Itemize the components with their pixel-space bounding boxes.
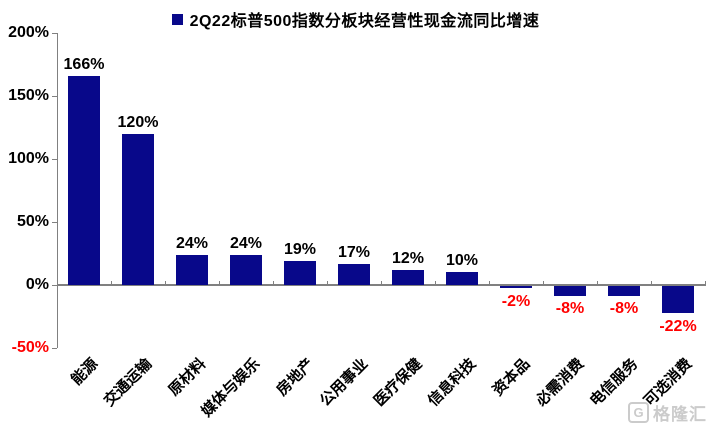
- x-tick: [381, 281, 382, 286]
- y-tick: [52, 222, 57, 223]
- y-tick: [52, 348, 57, 349]
- bar-value-label: -22%: [659, 317, 697, 335]
- bar: [662, 285, 694, 314]
- x-tick: [219, 281, 220, 286]
- gelonghui-logo-icon: G: [628, 402, 649, 423]
- y-tick-label: 200%: [8, 24, 49, 41]
- bar-value-label: -8%: [609, 300, 639, 318]
- bar: [284, 261, 316, 285]
- bar-value-label: 10%: [445, 252, 479, 270]
- bar: [68, 75, 100, 285]
- y-tick: [52, 96, 57, 97]
- x-tick: [273, 281, 274, 286]
- x-tick: [543, 281, 544, 286]
- bar: [500, 285, 532, 289]
- bar: [230, 254, 262, 285]
- bar-value-label: 12%: [391, 249, 425, 267]
- x-tick: [651, 281, 652, 286]
- bar-value-label: -8%: [555, 300, 585, 318]
- x-tick: [435, 281, 436, 286]
- x-tick: [705, 281, 706, 286]
- bar-value-label: 17%: [337, 243, 371, 261]
- y-tick: [52, 159, 57, 160]
- y-tick: [52, 285, 57, 286]
- y-tick-label: -50%: [11, 339, 49, 356]
- x-tick: [57, 281, 58, 286]
- x-tick: [327, 281, 328, 286]
- y-axis-line: [57, 33, 58, 348]
- y-tick: [52, 33, 57, 34]
- x-tick: [597, 281, 598, 286]
- bar: [554, 285, 586, 296]
- y-tick-label: 0%: [25, 276, 49, 293]
- x-tick: [489, 281, 490, 286]
- bar-value-label: 166%: [63, 55, 105, 73]
- bar: [446, 272, 478, 285]
- watermark: G 格隆汇: [628, 400, 707, 425]
- x-tick: [111, 281, 112, 286]
- x-tick: [165, 281, 166, 286]
- y-tick-label: 50%: [16, 213, 49, 230]
- bar: [608, 285, 640, 296]
- legend-marker-icon: [171, 13, 183, 25]
- bar: [338, 263, 370, 285]
- bar: [176, 254, 208, 285]
- y-tick-label: 150%: [8, 87, 49, 104]
- bar-value-label: 24%: [229, 234, 263, 252]
- bar-value-label: 24%: [175, 234, 209, 252]
- chart-legend: 2Q22标普500指数分板块经营性现金流同比增速: [0, 7, 711, 31]
- chart-title: 2Q22标普500指数分板块经营性现金流同比增速: [189, 13, 540, 30]
- bar-value-label: 19%: [283, 241, 317, 259]
- bar: [122, 133, 154, 285]
- watermark-text: 格隆汇: [653, 405, 707, 424]
- y-tick-label: 100%: [8, 150, 49, 167]
- bar: [392, 269, 424, 285]
- bar-value-label: -2%: [501, 292, 531, 310]
- bar-value-label: 120%: [117, 113, 159, 131]
